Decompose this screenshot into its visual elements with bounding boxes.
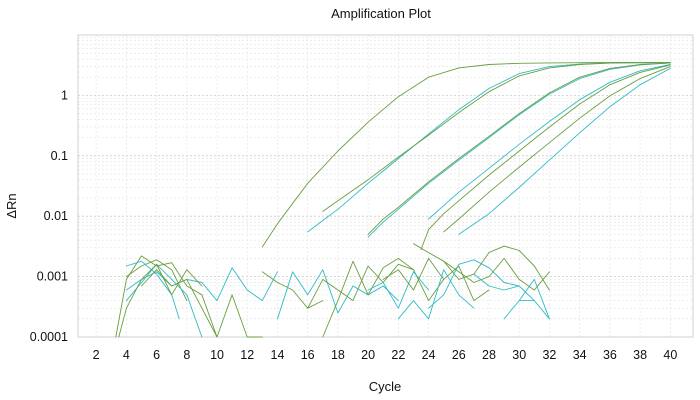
series-line-28 [473, 273, 535, 302]
series-line-1 [261, 62, 671, 248]
x-tick-label: 18 [331, 348, 345, 362]
series-line-30 [518, 278, 550, 320]
x-tick-label: 36 [603, 348, 617, 362]
x-tick-label: 16 [301, 348, 315, 362]
y-tick-label: 1 [61, 88, 68, 102]
x-tick-label: 14 [271, 348, 285, 362]
x-tick-label: 12 [240, 348, 254, 362]
x-tick-label: 30 [512, 348, 526, 362]
x-tick-label: 24 [422, 348, 436, 362]
x-tick-label: 28 [482, 348, 496, 362]
y-axis-ticks: 0.0001 0.001 0.01 0.1 1 [30, 88, 68, 344]
x-tick-label: 10 [210, 348, 224, 362]
series-line-9 [458, 67, 671, 235]
series-line-6 [428, 64, 671, 220]
series-line-22 [367, 271, 430, 309]
chart-title: Amplification Plot [331, 6, 431, 21]
series-line-23 [382, 257, 490, 302]
x-tick-label: 8 [183, 348, 190, 362]
series-line-15 [141, 269, 218, 338]
series-line-29 [503, 300, 550, 320]
series-line-10 [125, 267, 278, 302]
y-tick-label: 0.0001 [30, 330, 68, 344]
x-axis-ticks: 2 4 6 8 10 12 14 16 18 20 22 24 26 28 30 32 34 36 38 40 [93, 348, 678, 362]
y-axis-label: ΔRn [4, 193, 19, 218]
series-line-3 [322, 62, 671, 212]
series-line-18 [261, 271, 324, 309]
x-tick-label: 2 [93, 348, 100, 362]
series-line-12 [125, 263, 203, 338]
series-line-8 [443, 66, 671, 233]
series-line-26 [443, 257, 550, 291]
x-tick-label: 34 [573, 348, 587, 362]
series-line-4 [367, 62, 671, 238]
series-line-27 [397, 269, 475, 320]
series-line-11 [125, 259, 188, 302]
series-line-19 [277, 269, 399, 320]
series-line-16 [118, 263, 203, 338]
series-line-17 [216, 294, 263, 338]
x-tick-label: 6 [153, 348, 160, 362]
plot-frame [77, 34, 694, 338]
y-tick-label: 0.01 [44, 209, 68, 223]
series-line-24 [413, 243, 550, 291]
series-line-21 [322, 257, 414, 338]
series-line-5 [367, 62, 671, 235]
y-tick-label: 0.001 [37, 270, 68, 284]
x-tick-label: 40 [663, 348, 677, 362]
x-axis-label: Cycle [369, 379, 402, 394]
y-tick-label: 0.1 [51, 149, 68, 163]
x-tick-label: 20 [361, 348, 375, 362]
series-line-14 [125, 260, 180, 320]
x-tick-label: 32 [542, 348, 556, 362]
series-line-25 [428, 259, 520, 309]
series-line-13 [115, 255, 218, 338]
x-tick-label: 22 [391, 348, 405, 362]
series-group [115, 62, 671, 338]
x-tick-label: 26 [452, 348, 466, 362]
x-tick-label: 4 [123, 348, 130, 362]
series-line-7 [420, 64, 671, 251]
series-line-20 [307, 263, 445, 309]
x-tick-label: 38 [633, 348, 647, 362]
